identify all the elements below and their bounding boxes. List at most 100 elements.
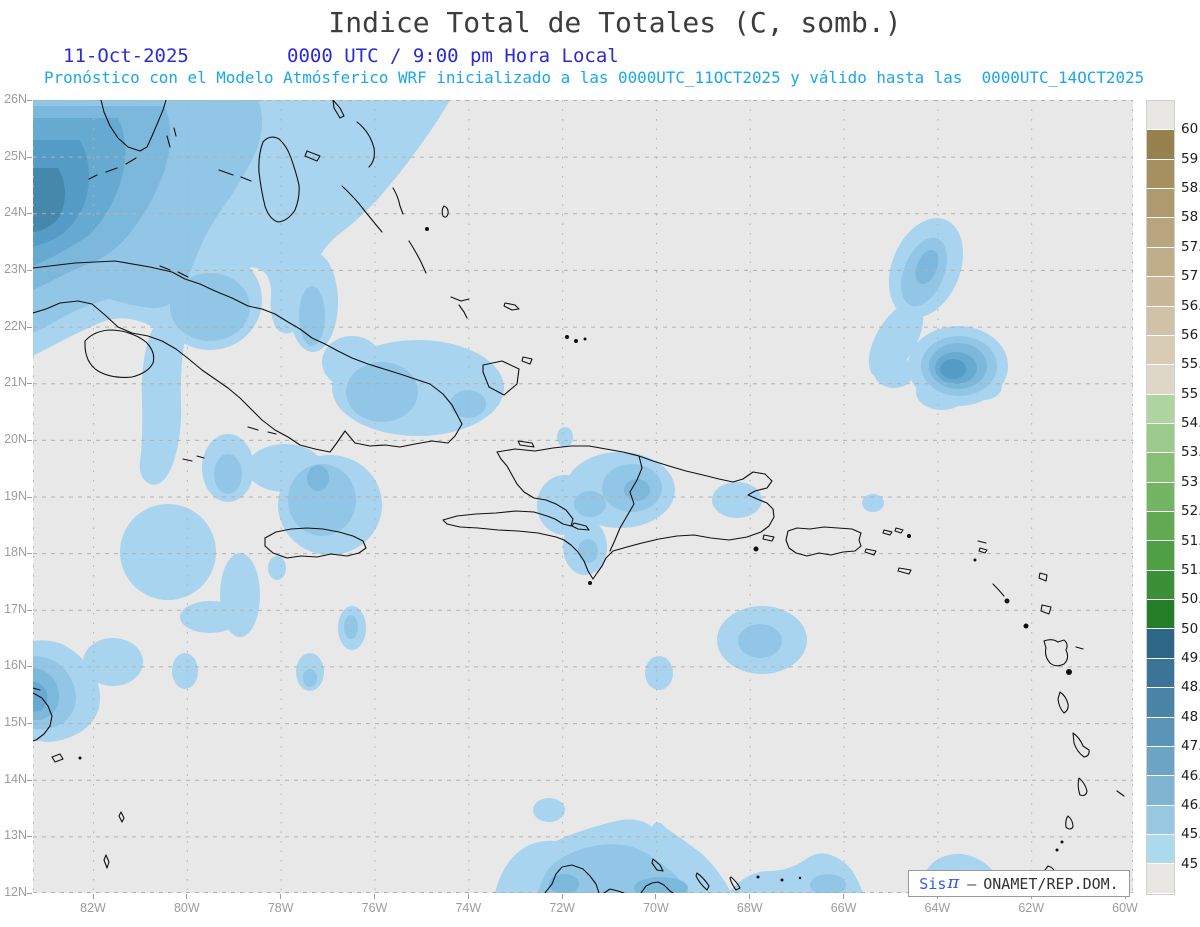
y-tick-label: 19N (4, 488, 27, 503)
y-tick-mark (27, 723, 32, 725)
colorbar-segment (1147, 658, 1174, 689)
colorbar-segment (1147, 746, 1174, 777)
x-tick-mark (373, 894, 375, 899)
colorbar-label: 46.8 (1181, 767, 1200, 784)
colorbar-label: 53.6 (1181, 444, 1200, 461)
colorbar-segment (1147, 423, 1174, 454)
colorbar-segment (1147, 541, 1174, 571)
colorbar-label: 53 (1181, 473, 1199, 490)
x-tick-mark (749, 894, 751, 899)
y-tick-label: 22N (4, 318, 27, 333)
colorbar-segment (1147, 101, 1174, 131)
y-tick-label: 17N (4, 601, 27, 616)
contour-shading (33, 100, 1008, 893)
colorbar-segment (1147, 512, 1174, 542)
colorbar-segment (1147, 394, 1174, 424)
colorbar-segment (1147, 600, 1174, 630)
x-tick-mark (186, 894, 188, 899)
colorbar-segment (1147, 218, 1174, 248)
colorbar-label: 50 (1181, 620, 1199, 637)
colorbar-segment (1147, 482, 1174, 513)
y-tick-label: 21N (4, 375, 27, 390)
y-tick-label: 24N (4, 205, 27, 220)
coast-hispaniola (442, 440, 775, 580)
colorbar-segment (1147, 247, 1174, 278)
colorbar-label: 50.6 (1181, 591, 1200, 608)
coastlines (33, 100, 1125, 893)
colorbar-label: 56 (1181, 326, 1199, 343)
colorbar-label: 45 (1181, 855, 1199, 872)
colorbar-label: 48.6 (1181, 679, 1200, 696)
colorbar-label: 46.2 (1181, 796, 1200, 813)
colorbar-label: 55 (1181, 385, 1199, 402)
colorbar-segment (1147, 834, 1174, 865)
y-tick-mark (27, 213, 32, 215)
y-tick-mark (27, 609, 32, 611)
y-tick-mark (27, 269, 32, 271)
watermark-sis: Sis (919, 874, 947, 893)
x-tick-mark (655, 894, 657, 899)
colorbar-label: 60 (1181, 121, 1199, 138)
y-tick-mark (27, 666, 32, 668)
colorbar-segment (1147, 306, 1174, 336)
colorbar-label: 58.5 (1181, 180, 1200, 197)
x-tick-label: 64W (924, 901, 951, 915)
x-tick-label: 60W (1112, 901, 1138, 915)
x-tick-label: 62W (1018, 901, 1045, 915)
y-tick-label: 15N (4, 715, 27, 730)
y-tick-label: 18N (4, 545, 27, 560)
x-tick-label: 74W (455, 901, 482, 915)
colorbar-label: 47.4 (1181, 738, 1200, 755)
watermark-pi-icon: π (947, 871, 960, 893)
colorbar-segment (1147, 629, 1174, 659)
colorbar-label: 51.8 (1181, 532, 1200, 549)
small-islands-dots (78, 227, 1072, 882)
colorbar-segment (1147, 864, 1174, 894)
y-tick-label: 26N (4, 92, 27, 106)
colorbar-segment (1147, 570, 1174, 601)
y-tick-mark (27, 836, 32, 838)
y-tick-mark (27, 893, 32, 894)
colorbar (1146, 100, 1175, 895)
colorbar-segment (1147, 717, 1174, 747)
x-tick-label: 66W (830, 901, 857, 915)
x-tick-label: 80W (173, 901, 200, 915)
x-tick-label: 70W (643, 901, 669, 915)
y-tick-mark (27, 326, 32, 328)
colorbar-label: 58 (1181, 209, 1199, 226)
y-tick-mark (27, 779, 32, 781)
y-tick-mark (27, 383, 32, 385)
valid-date: 11-Oct-2025 (63, 45, 189, 67)
colorbar-segment (1147, 805, 1174, 835)
colorbar-label: 57.5 (1181, 238, 1200, 255)
colorbar-label: 48 (1181, 708, 1199, 725)
y-tick-mark (27, 156, 32, 158)
watermark-dash: – (967, 874, 977, 893)
colorbar-label: 57 (1181, 268, 1199, 285)
y-tick-mark (27, 100, 32, 101)
colorbar-segment (1147, 189, 1174, 219)
coast-puerto-rico (785, 526, 912, 575)
forecast-description: Pronóstico con el Modelo Atmósferico WRF… (44, 68, 1145, 87)
y-tick-label: 23N (4, 261, 27, 276)
grid-lines (33, 100, 1133, 893)
colorbar-segment (1147, 277, 1174, 307)
colorbar-segment (1147, 159, 1174, 190)
x-tick-label: 82W (80, 901, 106, 915)
y-tick-mark (27, 496, 32, 498)
colorbar-segment (1147, 365, 1174, 395)
colorbar-segment (1147, 688, 1174, 718)
colorbar-segment (1147, 776, 1174, 806)
x-tick-mark (280, 894, 282, 899)
colorbar-label: 45.6 (1181, 826, 1200, 843)
x-tick-mark (92, 894, 94, 899)
watermark-org: ONAMET/REP.DOM. (983, 874, 1119, 893)
y-tick-mark (27, 553, 32, 555)
x-tick-label: 78W (267, 901, 294, 915)
coast-central-america (33, 687, 125, 869)
contour-fill-level-48 (33, 168, 66, 232)
colorbar-label: 49.2 (1181, 650, 1200, 667)
x-tick-label: 68W (736, 901, 763, 915)
